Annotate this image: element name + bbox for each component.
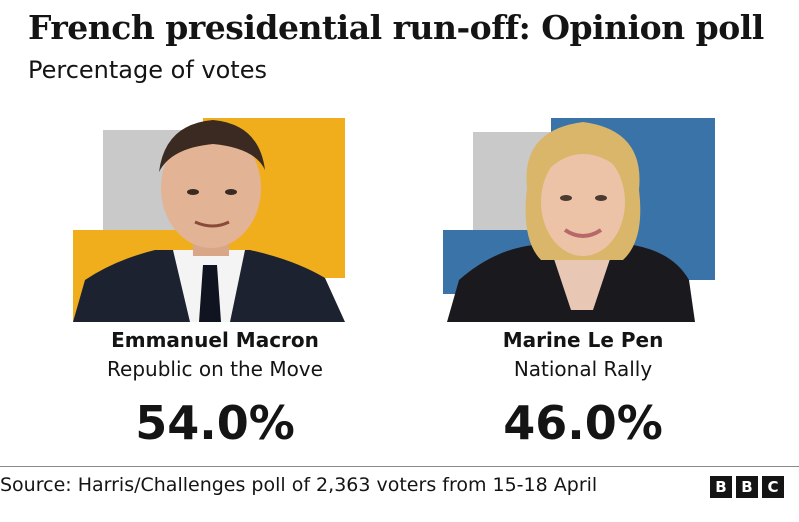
footer-divider [0, 466, 799, 467]
macron-photo [73, 120, 345, 322]
lepen-portrait-card [423, 110, 743, 322]
bbc-logo-letter: B [710, 476, 732, 498]
chart-subtitle: Percentage of votes [28, 56, 267, 84]
source-note: Source: Harris/Challenges poll of 2,363 … [0, 474, 598, 496]
vote-share-label: 46.0% [503, 396, 663, 450]
candidate-le-pen: Marine Le Pen National Rally 46.0% [423, 110, 743, 450]
candidate-name: Emmanuel Macron [111, 328, 319, 352]
candidate-name: Marine Le Pen [502, 328, 664, 352]
bbc-logo-letter: B [736, 476, 758, 498]
candidate-macron: Emmanuel Macron Republic on the Move 54.… [55, 110, 375, 450]
candidate-party: Republic on the Move [107, 357, 323, 381]
bbc-logo: B B C [710, 476, 784, 498]
lepen-photo [447, 122, 695, 322]
candidate-party: National Rally [513, 357, 653, 381]
vote-share-label: 54.0% [135, 396, 295, 450]
bbc-logo-letter: C [762, 476, 784, 498]
macron-portrait-card [55, 110, 375, 322]
chart-title: French presidential run-off: Opinion pol… [28, 8, 764, 47]
